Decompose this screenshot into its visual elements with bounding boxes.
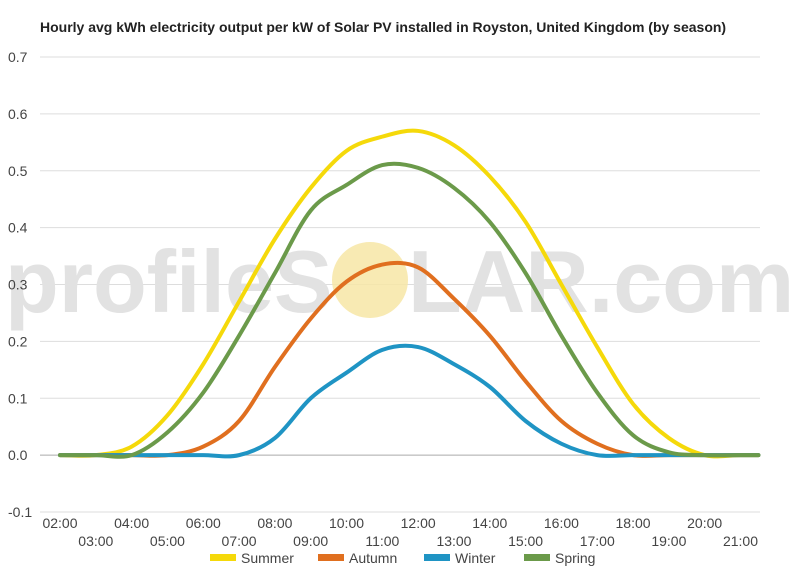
y-tick-label: 0.3 bbox=[8, 277, 28, 293]
watermark: profileS O LAR.com bbox=[5, 232, 794, 331]
legend-item-spring: Spring bbox=[524, 550, 595, 566]
x-tick-label: 05:00 bbox=[150, 533, 185, 549]
y-tick-label: 0.5 bbox=[8, 163, 28, 179]
legend-label: Summer bbox=[241, 550, 294, 566]
x-tick-label: 13:00 bbox=[436, 533, 471, 549]
x-tick-label: 15:00 bbox=[508, 533, 543, 549]
legend: Summer Autumn Winter Spring bbox=[210, 550, 595, 566]
watermark-text-left: profileS bbox=[5, 232, 333, 331]
x-tick-label: 11:00 bbox=[365, 533, 399, 549]
y-tick-label: -0.1 bbox=[8, 504, 32, 520]
series-line-spring bbox=[58, 161, 761, 459]
x-tick-label: 17:00 bbox=[580, 533, 615, 549]
x-tick-label: 08:00 bbox=[257, 515, 292, 531]
y-tick-label: 0.4 bbox=[8, 220, 28, 236]
legend-swatch bbox=[318, 554, 344, 561]
chart-title: Hourly avg kWh electricity output per kW… bbox=[40, 19, 727, 35]
x-tick-label: 12:00 bbox=[401, 515, 436, 531]
x-axis-ticks: 02:00 04:00 06:00 08:00 10:00 12:00 14:00 16:00… bbox=[42, 515, 758, 549]
x-tick-label: 03:00 bbox=[78, 533, 113, 549]
series-line-winter bbox=[58, 343, 761, 459]
legend-item-winter: Winter bbox=[424, 550, 496, 566]
x-tick-label: 14:00 bbox=[472, 515, 507, 531]
x-tick-label: 04:00 bbox=[114, 515, 149, 531]
x-tick-label: 07:00 bbox=[222, 533, 257, 549]
x-tick-label: 02:00 bbox=[42, 515, 77, 531]
y-tick-label: 0.1 bbox=[8, 390, 28, 406]
x-tick-label: 16:00 bbox=[544, 515, 579, 531]
x-tick-label: 20:00 bbox=[687, 515, 722, 531]
series-layer bbox=[58, 128, 761, 459]
series-line-summer bbox=[58, 128, 761, 459]
legend-item-autumn: Autumn bbox=[318, 550, 397, 566]
legend-item-summer: Summer bbox=[210, 550, 294, 566]
legend-swatch bbox=[210, 554, 236, 561]
y-axis-ticks: -0.1 0.0 0.1 0.2 0.3 0.4 0.5 0.6 0.7 bbox=[8, 49, 32, 520]
y-tick-label: 0.0 bbox=[8, 447, 28, 463]
legend-swatch bbox=[424, 554, 450, 561]
x-tick-label: 19:00 bbox=[651, 533, 686, 549]
y-tick-label: 0.6 bbox=[8, 106, 28, 122]
legend-label: Autumn bbox=[349, 550, 397, 566]
legend-label: Winter bbox=[455, 550, 496, 566]
x-tick-label: 09:00 bbox=[293, 533, 328, 549]
x-tick-label: 10:00 bbox=[329, 515, 364, 531]
x-tick-label: 18:00 bbox=[616, 515, 651, 531]
x-tick-label: 06:00 bbox=[186, 515, 221, 531]
y-tick-label: 0.2 bbox=[8, 333, 28, 349]
y-tick-label: 0.7 bbox=[8, 49, 28, 65]
legend-label: Spring bbox=[555, 550, 595, 566]
legend-swatch bbox=[524, 554, 550, 561]
watermark-text-right: LAR.com bbox=[408, 232, 794, 331]
x-tick-label: 21:00 bbox=[723, 533, 758, 549]
watermark-sun bbox=[332, 242, 408, 318]
